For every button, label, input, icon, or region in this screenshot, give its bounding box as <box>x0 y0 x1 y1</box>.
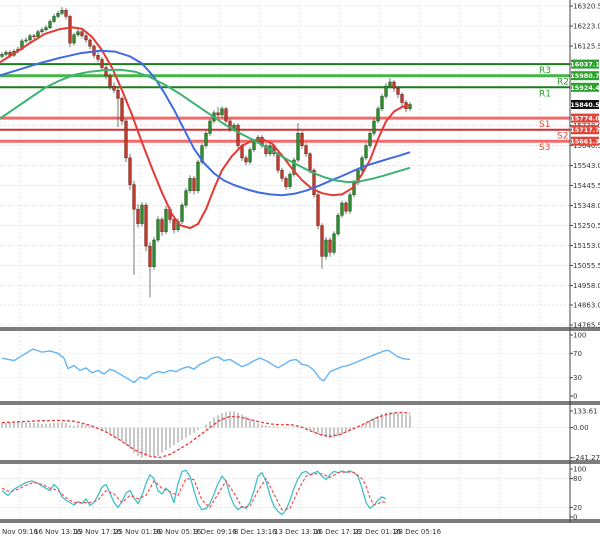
current-price-badge: 15840.5 <box>570 100 600 109</box>
pivot-label-r3: R3 <box>539 66 551 76</box>
svg-text:20: 20 <box>573 504 582 512</box>
svg-text:-241.27: -241.27 <box>573 454 600 462</box>
svg-text:15840.5: 15840.5 <box>570 101 600 109</box>
svg-text:14863.0: 14863.0 <box>573 302 600 310</box>
price-badge-s3 <box>571 136 599 146</box>
panel-separators <box>0 327 600 523</box>
ma-slow-green-line <box>0 68 411 184</box>
svg-text:16 Nov 13:16: 16 Nov 13:16 <box>34 528 82 536</box>
svg-text:0: 0 <box>573 514 577 522</box>
svg-text:80: 80 <box>573 475 582 483</box>
svg-text:100: 100 <box>573 332 586 340</box>
svg-text:15153.0: 15153.0 <box>573 242 600 250</box>
stoch-d-line <box>1 471 387 511</box>
price-badge-r3 <box>571 59 599 69</box>
svg-text:14958.0: 14958.0 <box>573 282 600 290</box>
svg-text:16320.5: 16320.5 <box>573 3 600 11</box>
svg-text:15250.5: 15250.5 <box>573 222 600 230</box>
svg-text:15717.7: 15717.7 <box>570 126 600 134</box>
rsi-line <box>1 348 411 384</box>
svg-text:15924.4: 15924.4 <box>570 84 600 92</box>
svg-text:22 Dec 01:16: 22 Dec 01:16 <box>354 528 402 536</box>
svg-text:100: 100 <box>573 466 586 474</box>
svg-text:16223.0: 16223.0 <box>573 23 600 31</box>
svg-text:15640.5: 15640.5 <box>573 142 600 150</box>
ma-mid-blue-line <box>0 49 411 197</box>
svg-text:15055.5: 15055.5 <box>573 262 600 270</box>
svg-text:30 Nov 05:16: 30 Nov 05:16 <box>154 528 202 536</box>
pivot-labels: R316037.1R215980.7R115924.4S115774.0S215… <box>539 59 600 153</box>
pivot-lines <box>0 63 570 143</box>
svg-text:8 Dec 13:16: 8 Dec 13:16 <box>234 528 277 536</box>
vertical-gridlines <box>19 0 541 519</box>
pivot-label-r2: R2 <box>557 78 569 88</box>
price-badge-s1 <box>571 113 599 123</box>
svg-text:3 Dec 09:16: 3 Dec 09:16 <box>194 528 237 536</box>
pivot-label-s2: S2 <box>557 132 568 142</box>
svg-text:14765.5: 14765.5 <box>573 322 600 330</box>
svg-text:Nov 09:16: Nov 09:16 <box>2 528 39 536</box>
ma-fast-red-line <box>0 26 411 230</box>
svg-text:0: 0 <box>573 393 577 401</box>
svg-text:13 Dec 13:16: 13 Dec 13:16 <box>274 528 322 536</box>
svg-text:30: 30 <box>573 374 582 382</box>
svg-text:25 Nov 01:16: 25 Nov 01:16 <box>114 528 162 536</box>
svg-text:15774.0: 15774.0 <box>570 115 600 123</box>
svg-text:16125.5: 16125.5 <box>573 43 600 51</box>
pivot-label-r1: R1 <box>539 89 551 99</box>
svg-text:15543.0: 15543.0 <box>573 162 600 170</box>
svg-text:70: 70 <box>573 350 582 358</box>
candlesticks <box>0 7 412 298</box>
svg-text:15980.7: 15980.7 <box>570 72 600 80</box>
price-badge-s2 <box>571 125 599 135</box>
svg-text:16 Dec 17:16: 16 Dec 17:16 <box>314 528 362 536</box>
svg-text:28 Dec 05:16: 28 Dec 05:16 <box>394 528 442 536</box>
svg-text:15348.0: 15348.0 <box>573 202 600 210</box>
svg-text:133.61: 133.61 <box>573 408 598 416</box>
svg-text:15661.3: 15661.3 <box>570 138 600 146</box>
svg-text:15445.5: 15445.5 <box>573 182 600 190</box>
pivot-label-s3: S3 <box>539 143 550 153</box>
pivot-label-s1: S1 <box>539 120 550 130</box>
price-badge-r2 <box>571 71 599 81</box>
svg-text:19 Nov 17:16: 19 Nov 17:16 <box>74 528 122 536</box>
svg-text:0.00: 0.00 <box>573 424 589 432</box>
svg-text:16037.1: 16037.1 <box>570 61 600 69</box>
price-badge-r1 <box>571 82 599 92</box>
